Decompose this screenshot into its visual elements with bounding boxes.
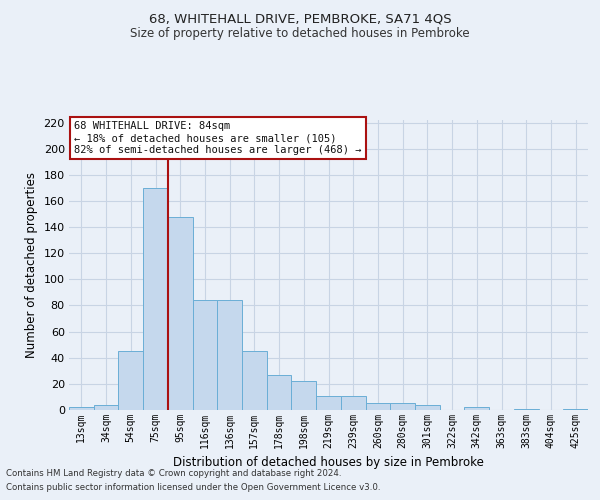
Bar	[217, 300, 242, 410]
Bar	[143, 188, 168, 410]
Text: 68 WHITEHALL DRIVE: 84sqm
← 18% of detached houses are smaller (105)
82% of semi: 68 WHITEHALL DRIVE: 84sqm ← 18% of detac…	[74, 122, 362, 154]
Bar	[514, 408, 539, 410]
Bar	[415, 405, 440, 410]
Bar	[168, 216, 193, 410]
Bar	[464, 408, 489, 410]
Bar	[94, 405, 118, 410]
X-axis label: Distribution of detached houses by size in Pembroke: Distribution of detached houses by size …	[173, 456, 484, 469]
Bar	[118, 351, 143, 410]
Bar	[267, 374, 292, 410]
Text: Contains public sector information licensed under the Open Government Licence v3: Contains public sector information licen…	[6, 484, 380, 492]
Y-axis label: Number of detached properties: Number of detached properties	[25, 172, 38, 358]
Bar	[365, 404, 390, 410]
Bar	[292, 382, 316, 410]
Bar	[390, 404, 415, 410]
Text: 68, WHITEHALL DRIVE, PEMBROKE, SA71 4QS: 68, WHITEHALL DRIVE, PEMBROKE, SA71 4QS	[149, 12, 451, 26]
Bar	[69, 408, 94, 410]
Text: Contains HM Land Registry data © Crown copyright and database right 2024.: Contains HM Land Registry data © Crown c…	[6, 468, 341, 477]
Text: Size of property relative to detached houses in Pembroke: Size of property relative to detached ho…	[130, 28, 470, 40]
Bar	[316, 396, 341, 410]
Bar	[563, 408, 588, 410]
Bar	[341, 396, 365, 410]
Bar	[242, 351, 267, 410]
Bar	[193, 300, 217, 410]
